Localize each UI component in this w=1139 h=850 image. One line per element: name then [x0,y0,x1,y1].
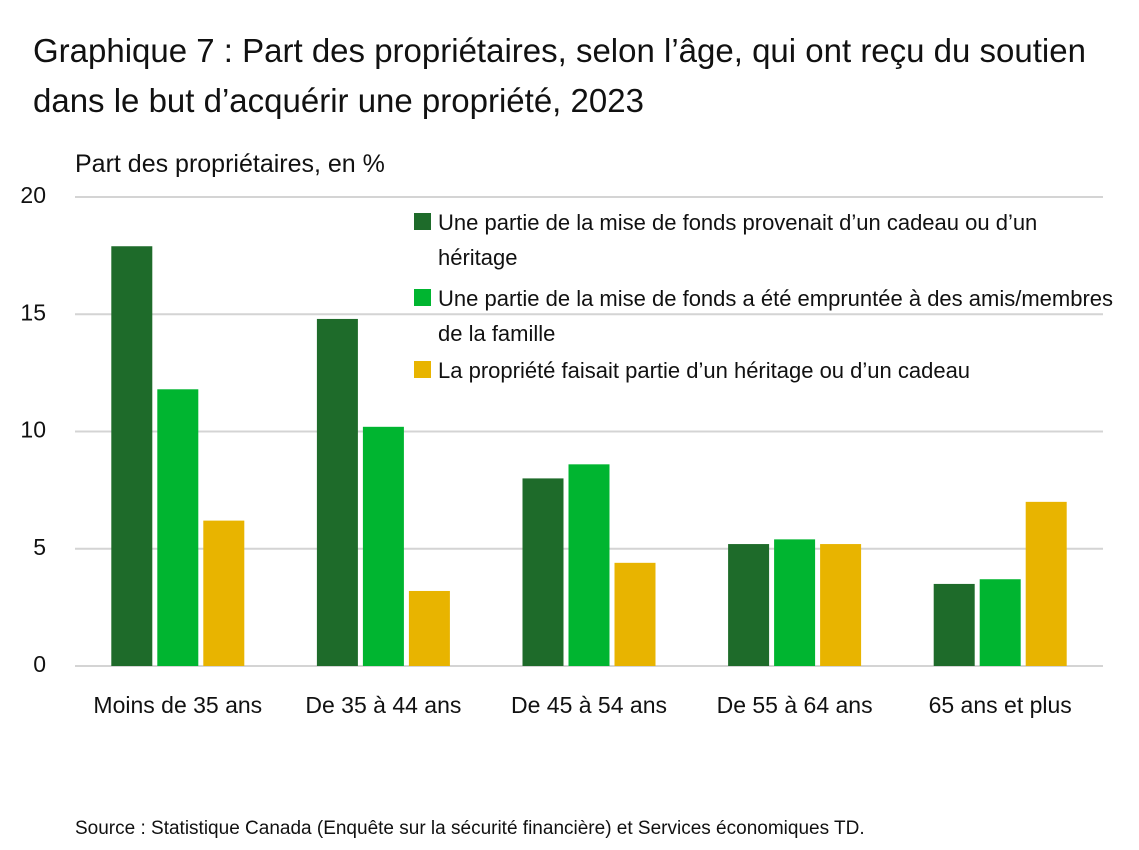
bar [1025,501,1067,666]
y-tick-label: 15 [20,299,46,325]
y-tick-label: 0 [33,651,46,677]
bar [316,318,358,666]
bar [568,464,610,666]
bar [111,246,153,666]
x-tick-label: 65 ans et plus [928,692,1072,718]
bar [157,389,199,666]
x-tick-label: De 45 à 54 ans [510,692,667,718]
x-tick-label: De 35 à 44 ans [305,692,462,718]
legend-label: La propriété faisait partie d’un héritag… [438,358,971,383]
bar [203,520,245,666]
legend-swatch [414,361,431,378]
bar [774,539,816,666]
bar [933,583,975,666]
bar [362,426,404,666]
legend-label: Une partie de la mise de fonds a été emp… [438,286,1114,346]
y-axis-label: Part des propriétaires, en % [75,150,385,178]
legend-label: Une partie de la mise de fonds provenait… [438,210,1038,270]
bar [408,590,450,666]
legend-swatch [414,213,431,230]
bar [979,579,1021,666]
bar [522,478,564,666]
bar [820,544,862,666]
y-tick-label: 5 [33,534,46,560]
bar [614,562,656,666]
y-tick-label: 20 [20,182,46,208]
bar [728,544,770,666]
chart-title: Graphique 7 : Part des propriétaires, se… [33,32,1086,119]
y-tick-label: 10 [20,417,46,443]
x-tick-label: De 55 à 64 ans [716,692,873,718]
source: Source : Statistique Canada (Enquête sur… [75,818,865,839]
legend-swatch [414,289,431,306]
x-tick-label: Moins de 35 ans [93,692,263,718]
